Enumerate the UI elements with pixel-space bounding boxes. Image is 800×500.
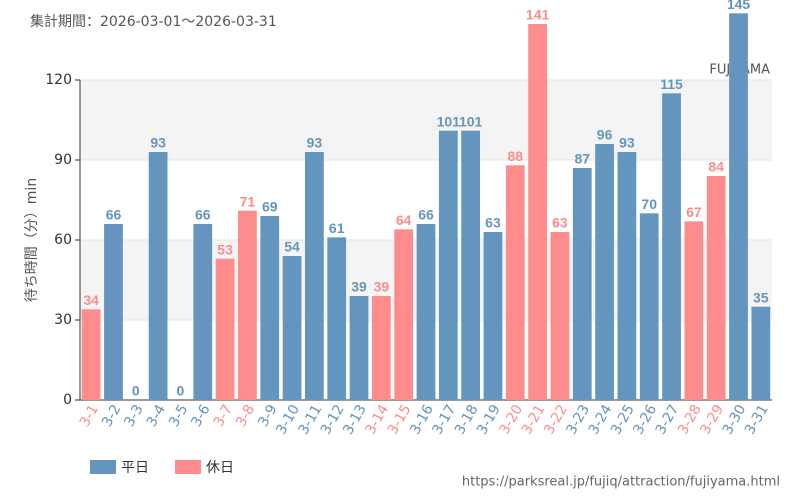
bar bbox=[282, 256, 302, 400]
source: https://parksreal.jp/fujiq/attraction/fu… bbox=[462, 475, 780, 490]
value-label: 67 bbox=[686, 204, 702, 220]
value-label: 69 bbox=[262, 199, 278, 215]
x-tick-label: 3-4 bbox=[144, 402, 169, 430]
bar bbox=[684, 221, 704, 400]
legend-swatch bbox=[175, 460, 201, 474]
grid-band bbox=[80, 80, 772, 160]
x-tick-label: 3-7 bbox=[211, 402, 236, 430]
value-label: 101 bbox=[437, 113, 461, 129]
value-label: 96 bbox=[597, 127, 613, 143]
value-label: 39 bbox=[351, 279, 367, 295]
value-label: 66 bbox=[106, 207, 122, 223]
bar bbox=[260, 216, 280, 400]
value-label: 115 bbox=[660, 76, 683, 92]
bar bbox=[751, 306, 771, 400]
bar bbox=[528, 24, 547, 400]
bar bbox=[550, 232, 570, 400]
y-axis-label: 待ち時間（分）min bbox=[24, 178, 40, 302]
x-tick-label: 3-31 bbox=[742, 402, 772, 438]
bar bbox=[193, 224, 213, 400]
bar bbox=[461, 130, 481, 400]
bar bbox=[215, 258, 235, 400]
x-tick-label: 3-1 bbox=[77, 402, 102, 430]
bar bbox=[104, 224, 123, 400]
bar bbox=[327, 237, 347, 400]
bar bbox=[706, 176, 726, 400]
value-label: 0 bbox=[132, 383, 140, 399]
value-label: 84 bbox=[708, 159, 724, 175]
bar bbox=[662, 93, 681, 400]
value-label: 34 bbox=[83, 292, 99, 308]
x-tick-label: 3-8 bbox=[233, 402, 258, 430]
bar bbox=[572, 168, 592, 400]
bar bbox=[349, 296, 369, 400]
bar bbox=[394, 229, 414, 400]
bar bbox=[371, 296, 391, 400]
bar bbox=[416, 224, 436, 400]
x-tick-label: 3-6 bbox=[188, 402, 213, 430]
y-tick-label: 90 bbox=[54, 152, 72, 168]
legend-label: 休日 bbox=[206, 460, 234, 476]
value-label: 93 bbox=[619, 135, 635, 151]
bar bbox=[595, 144, 614, 400]
value-label: 61 bbox=[329, 220, 345, 236]
bar bbox=[483, 232, 503, 400]
value-label: 141 bbox=[526, 7, 550, 23]
value-label: 63 bbox=[485, 215, 501, 231]
value-label: 87 bbox=[574, 151, 590, 167]
value-label: 70 bbox=[641, 196, 657, 212]
bar bbox=[438, 130, 458, 400]
bar bbox=[505, 165, 525, 400]
bar bbox=[639, 213, 659, 400]
value-label: 35 bbox=[753, 289, 769, 305]
bar bbox=[305, 152, 324, 400]
bar bbox=[729, 13, 748, 400]
y-tick-label: 60 bbox=[54, 232, 72, 248]
legend-swatch bbox=[90, 460, 116, 474]
x-tick-label: 3-3 bbox=[121, 402, 146, 430]
value-label: 145 bbox=[727, 0, 751, 12]
value-label: 0 bbox=[177, 383, 185, 399]
y-tick-label: 120 bbox=[45, 72, 72, 88]
value-label: 93 bbox=[150, 135, 166, 151]
value-label: 54 bbox=[284, 239, 300, 255]
value-label: 66 bbox=[195, 207, 211, 223]
x-tick-label: 3-2 bbox=[99, 402, 124, 430]
y-tick-label: 30 bbox=[54, 312, 72, 328]
bar bbox=[617, 152, 637, 400]
bar bbox=[148, 152, 168, 400]
value-label: 88 bbox=[508, 148, 524, 164]
bar bbox=[81, 309, 101, 400]
value-label: 71 bbox=[240, 193, 256, 209]
chart-title: 集計期間：2026-03-01〜2026-03-31 bbox=[30, 13, 277, 30]
value-label: 39 bbox=[374, 279, 390, 295]
value-label: 93 bbox=[307, 135, 323, 151]
value-label: 101 bbox=[459, 113, 483, 129]
y-tick-label: 0 bbox=[63, 392, 72, 408]
x-tick-label: 3-5 bbox=[166, 402, 191, 430]
bar bbox=[238, 210, 257, 400]
legend-label: 平日 bbox=[121, 460, 149, 476]
value-label: 64 bbox=[396, 212, 412, 228]
value-label: 66 bbox=[418, 207, 434, 223]
value-label: 53 bbox=[217, 241, 233, 257]
value-label: 63 bbox=[552, 215, 568, 231]
